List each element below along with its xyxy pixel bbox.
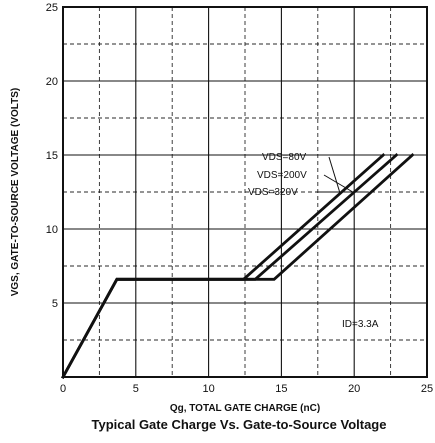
drain-current-annotation: ID=3.3A	[342, 319, 379, 330]
series-label-leader	[323, 174, 353, 193]
x-tick-label: 15	[275, 383, 287, 395]
y-tick-label: 25	[46, 2, 58, 14]
x-tick-label: 25	[421, 383, 433, 395]
chart-title: Typical Gate Charge Vs. Gate-to-Source V…	[92, 417, 387, 432]
y-tick-label: 15	[46, 150, 58, 162]
y-axis-title: VGS, GATE-TO-SOURCE VOLTAGE (VOLTS)	[10, 88, 21, 297]
series-label-leader	[328, 156, 341, 193]
x-tick-label: 10	[202, 383, 214, 395]
y-tick-label: 10	[46, 224, 58, 236]
x-tick-label: 20	[348, 383, 360, 395]
label-layer: 0 5 10 15 20 25 5 10 15 20 25 VDS=80V VDS=200V VDS=32…	[10, 2, 433, 432]
x-tick-label: 5	[133, 383, 139, 395]
y-tick-label: 20	[46, 76, 58, 88]
plot-layer	[61, 153, 415, 379]
y-tick-label: 5	[52, 298, 58, 310]
series-label: VDS=80V	[262, 152, 307, 163]
series-label: VDS=200V	[257, 170, 307, 181]
series-line	[61, 153, 415, 379]
x-tick-label: 0	[60, 383, 66, 395]
x-axis-title: Qg, TOTAL GATE CHARGE (nC)	[170, 403, 320, 414]
series-label: VDS=320V	[248, 187, 298, 198]
